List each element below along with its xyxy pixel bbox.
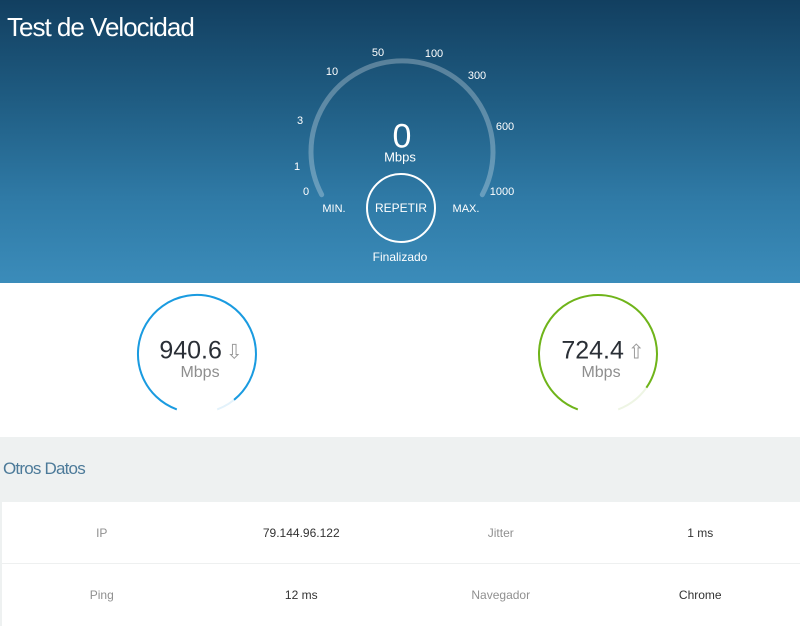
jitter-label: Jitter xyxy=(401,526,601,540)
ip-label: IP xyxy=(2,526,202,540)
table-row: IP 79.144.96.122 Jitter 1 ms xyxy=(2,502,800,564)
browser-label: Navegador xyxy=(401,588,601,602)
current-speed-unit: Mbps xyxy=(384,150,416,165)
repeat-button[interactable]: REPETIR xyxy=(366,173,436,243)
gauge-tick: 0 xyxy=(303,186,309,198)
other-data-table: IP 79.144.96.122 Jitter 1 ms Ping 12 ms … xyxy=(2,502,800,626)
ping-label: Ping xyxy=(2,588,202,602)
ping-value: 12 ms xyxy=(202,588,402,602)
gauge-min-label: MIN. xyxy=(322,203,345,215)
gauge-max-label: MAX. xyxy=(453,203,480,215)
download-result: 940.6⇩ xyxy=(159,337,242,366)
arrow-up-icon: ⇧ xyxy=(628,342,645,364)
table-row: Ping 12 ms Navegador Chrome xyxy=(2,564,800,626)
download-value: 940.6 xyxy=(159,337,222,365)
gauge-tick: 10 xyxy=(326,66,338,78)
gauge-tick: 50 xyxy=(372,47,384,59)
upload-unit: Mbps xyxy=(581,364,620,382)
ip-value: 79.144.96.122 xyxy=(202,526,402,540)
gauge-tick: 300 xyxy=(468,70,486,82)
jitter-value: 1 ms xyxy=(601,526,800,540)
results-panel: 940.6⇩ Mbps 724.4⇧ Mbps xyxy=(0,283,800,437)
gauge-tick: 100 xyxy=(425,48,443,60)
arrow-down-icon: ⇩ xyxy=(226,342,243,364)
browser-value: Chrome xyxy=(601,588,800,602)
upload-value: 724.4 xyxy=(561,337,624,365)
gauge-tick: 3 xyxy=(297,115,303,127)
gauge-tick: 1000 xyxy=(490,186,514,198)
gauge-tick: 600 xyxy=(496,121,514,133)
speed-test-hero: Test de Velocidad 0 1 3 10 50 100 300 60… xyxy=(0,0,800,283)
gauge-tick: 1 xyxy=(294,161,300,173)
other-data-title: Otros Datos xyxy=(3,459,85,479)
upload-result: 724.4⇧ xyxy=(561,337,644,366)
download-unit: Mbps xyxy=(180,364,219,382)
test-status: Finalizado xyxy=(373,250,428,264)
result-gauges xyxy=(0,283,800,437)
